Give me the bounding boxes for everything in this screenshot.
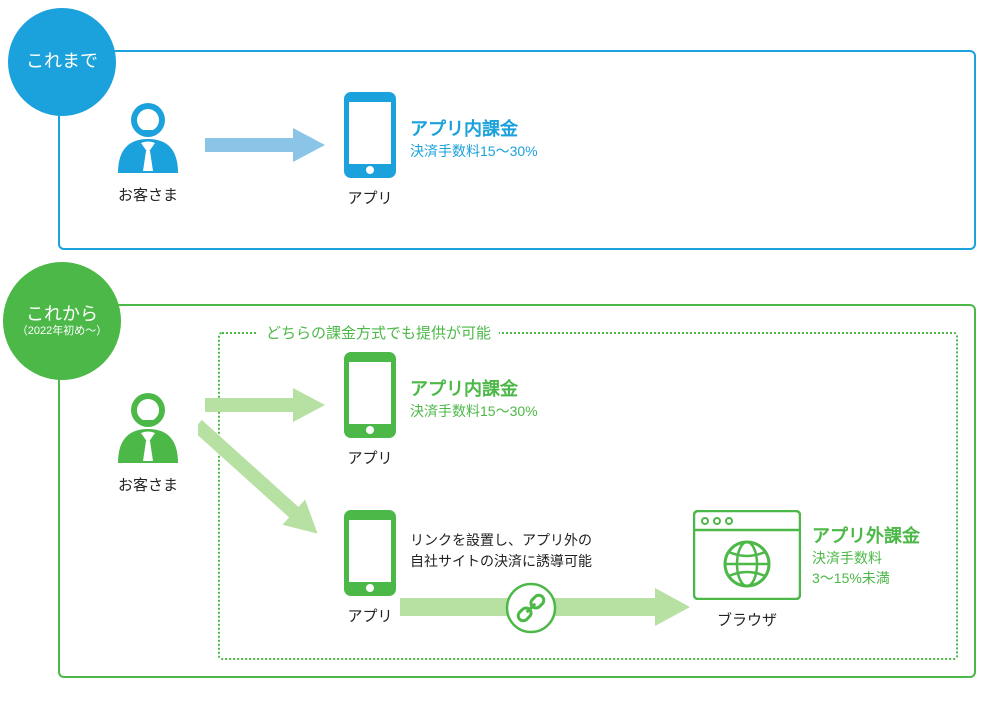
feature-after-2-sub-a: 決済手数料	[812, 548, 920, 568]
dotted-box-label: どちらの課金方式でも提供が可能	[258, 322, 499, 343]
feature-after-2-sub-b: 3〜15%未満	[812, 568, 920, 588]
phone-after-1-label: アプリ	[340, 447, 400, 468]
badge-after-label: これから	[26, 304, 98, 326]
user-before: お客さま	[108, 95, 188, 205]
user-after: お客さま	[108, 385, 188, 495]
feature-after-2: アプリ外課金 決済手数料 3〜15%未満	[812, 522, 920, 588]
feature-before-title: アプリ内課金	[410, 115, 538, 141]
feature-after-1: アプリ内課金 決済手数料15〜30%	[410, 375, 538, 421]
phone-before-label: アプリ	[340, 187, 400, 208]
phone-icon	[344, 352, 396, 438]
link-desc-line2: 自社サイトの決済に誘導可能	[410, 551, 592, 572]
phone-after-2: アプリ	[340, 510, 400, 626]
badge-before-label: これまで	[26, 51, 98, 73]
phone-icon	[344, 92, 396, 178]
phone-before: アプリ	[340, 92, 400, 208]
phone-after-2-label: アプリ	[340, 605, 400, 626]
link-desc-line1: リンクを設置し、アプリ外の	[410, 530, 592, 551]
link-desc: リンクを設置し、アプリ外の 自社サイトの決済に誘導可能	[410, 530, 592, 572]
phone-icon	[344, 510, 396, 596]
feature-after-1-title: アプリ内課金	[410, 375, 538, 401]
user-before-label: お客さま	[108, 184, 188, 205]
arrow-after-2	[198, 420, 348, 575]
feature-after-1-sub: 決済手数料15〜30%	[410, 401, 538, 421]
phone-after-1: アプリ	[340, 352, 400, 468]
badge-after-sub: （2022年初め〜）	[17, 325, 107, 338]
link-icon	[505, 582, 557, 639]
browser: ブラウザ	[692, 510, 802, 630]
feature-before-sub: 決済手数料15〜30%	[410, 141, 538, 161]
user-icon	[113, 385, 183, 465]
feature-after-2-title: アプリ外課金	[812, 522, 920, 548]
user-after-label: お客さま	[108, 474, 188, 495]
browser-icon	[693, 510, 801, 600]
browser-label: ブラウザ	[692, 609, 802, 630]
feature-before: アプリ内課金 決済手数料15〜30%	[410, 115, 538, 161]
user-icon	[113, 95, 183, 175]
badge-after: これから （2022年初め〜）	[3, 262, 121, 380]
arrow-before	[205, 128, 325, 167]
badge-before: これまで	[8, 8, 116, 116]
